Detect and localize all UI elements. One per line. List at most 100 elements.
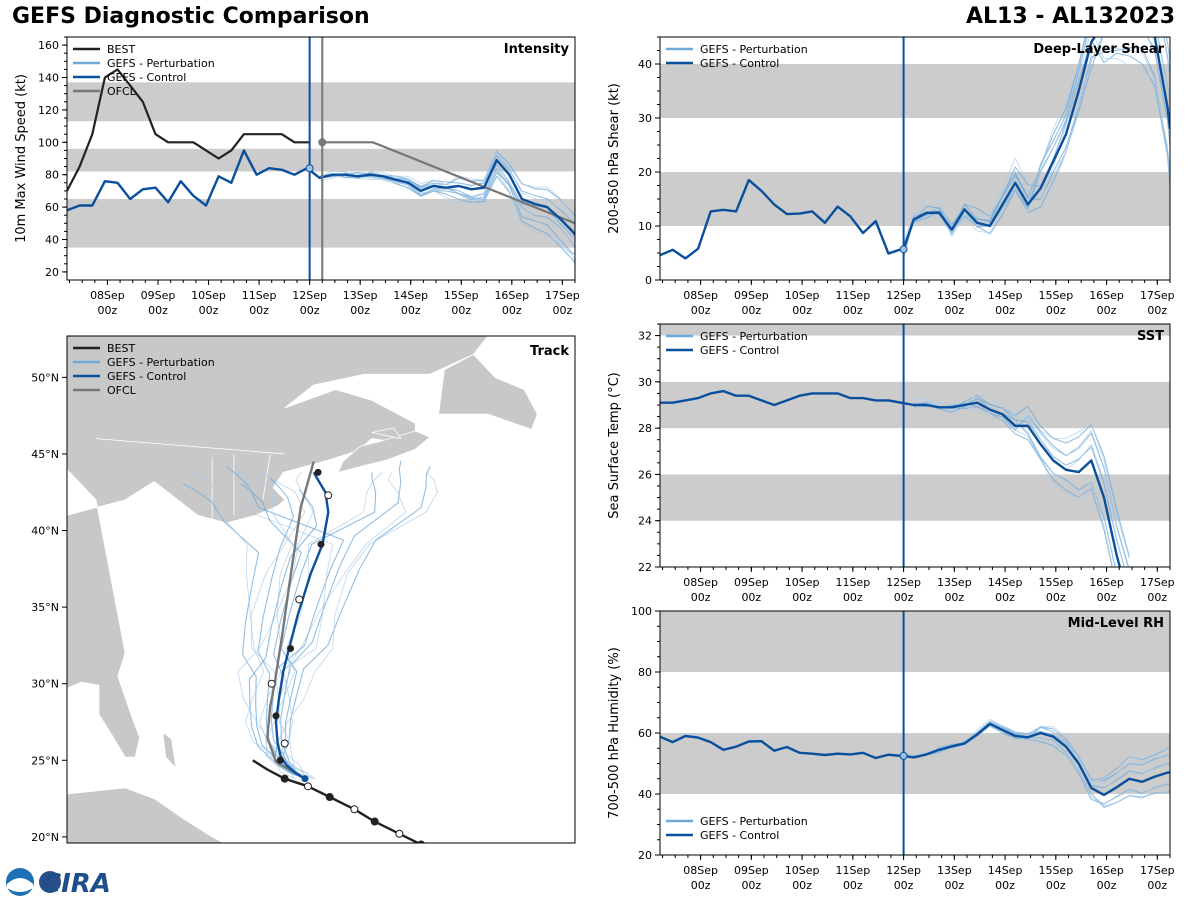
sst-perturbation-member-b1 [913, 401, 1113, 567]
track-perturbation-member-b2 [250, 471, 316, 780]
shear-xtick-hour: 00z [792, 304, 812, 317]
rh-xtick-date: 08Sep [683, 864, 718, 877]
state-border-0 [124, 499, 140, 654]
intensity-ytick-label: 140 [38, 72, 59, 85]
sst-perturbation-member-b4 [913, 401, 1125, 567]
sst-xtick-hour: 00z [944, 591, 964, 604]
track-legend-label: BEST [107, 342, 135, 355]
track-perturbation-member-0 [182, 483, 306, 780]
sst-ytick-label: 22 [638, 561, 652, 574]
track-forecast-point [314, 468, 322, 476]
rh-xtick-date: 13Sep [937, 864, 972, 877]
shear-ytick-label: 20 [638, 166, 652, 179]
track-best-point [417, 840, 425, 843]
sst-xtick-hour: 00z [741, 591, 761, 604]
intensity-ylabel: 10m Max Wind Speed (kt) [14, 74, 29, 243]
intensity-best-line [67, 68, 310, 192]
intensity-band-0 [67, 199, 575, 248]
intensity-control-line [67, 149, 575, 236]
rh-band-1 [660, 611, 1170, 672]
shear-xtick-date: 13Sep [937, 289, 972, 302]
intensity-xtick-date: 16Sep [494, 289, 529, 302]
shear-xtick-date: 08Sep [683, 289, 718, 302]
rh-xtick-date: 16Sep [1089, 864, 1124, 877]
track-legend-label: OFCL [107, 384, 137, 397]
intensity-ytick-label: 20 [45, 266, 59, 279]
sst-perturbation-member-b0 [913, 393, 1130, 559]
rh-xtick-date: 15Sep [1038, 864, 1073, 877]
shear-xtick-date: 09Sep [734, 289, 769, 302]
page-title: GEFS Diagnostic Comparison [12, 4, 370, 29]
shear-xtick-date: 16Sep [1089, 289, 1124, 302]
intensity-band-1 [67, 148, 575, 172]
landmass-newfoundland [438, 353, 538, 430]
sst-xtick-hour: 00z [792, 591, 812, 604]
track-best-point [325, 793, 334, 802]
track-best-point [370, 817, 379, 826]
track-ytick-label: 45°N [31, 448, 59, 461]
track-perturbation-member-3 [280, 460, 402, 780]
sst-control-line [660, 389, 1122, 567]
sst-frame [659, 323, 1171, 568]
track-panel: 20°N25°N30°N35°N40°N45°N50°NTrackBESTGEF… [31, 335, 576, 844]
intensity-plot-area [67, 68, 575, 265]
noaa-seal-wave-icon [7, 878, 33, 892]
shear-panel: 0 10 20 30 40 08Sep 00z 09Sep 00z 10Sep 00z 11Sep 00… [607, 36, 1175, 317]
track-forecast-open-point [267, 679, 276, 688]
sst-legend-label: GEFS - Perturbation [700, 330, 808, 343]
intensity-xtick-date: 13Sep [343, 289, 378, 302]
shear-xtick-hour: 00z [843, 304, 863, 317]
sst-xtick-hour: 00z [1097, 591, 1117, 604]
track-forecast-point [272, 712, 280, 720]
intensity-xtick-date: 11Sep [242, 289, 277, 302]
shear-perturbation-member-b1 [903, 37, 1170, 256]
track-forecast-point [317, 540, 325, 548]
intensity-ytick-label: 80 [45, 169, 59, 182]
sst-xtick-hour: 00z [843, 591, 863, 604]
shear-xtick-date: 17Sep [1140, 289, 1175, 302]
landmass-pei [371, 427, 402, 440]
shear-xtick-hour: 00z [1147, 304, 1167, 317]
rh-xtick-date: 12Sep [886, 864, 921, 877]
storm-id-title: AL13 - AL132023 [966, 4, 1175, 29]
rh-ytick-label: 80 [638, 666, 652, 679]
sst-xtick-hour: 00z [1147, 591, 1167, 604]
sst-ytick-label: 28 [638, 422, 652, 435]
sst-ytick-label: 32 [638, 330, 652, 343]
sst-xtick-date: 15Sep [1038, 576, 1073, 589]
rh-xtick-date: 09Sep [734, 864, 769, 877]
cira-logo-text: CIRA [42, 869, 111, 899]
shear-xtick-hour: 00z [944, 304, 964, 317]
intensity-xtick-hour: 00z [451, 304, 471, 317]
intensity-xtick-hour: 00z [148, 304, 168, 317]
rh-xtick-date: 11Sep [835, 864, 870, 877]
shear-ytick-label: 30 [638, 112, 652, 125]
state-border-4 [262, 453, 271, 500]
intensity-xtick-date: 14Sep [393, 289, 428, 302]
track-best-point [303, 782, 312, 791]
sst-xtick-date: 10Sep [785, 576, 820, 589]
intensity-xtick-hour: 00z [249, 304, 269, 317]
shear-ytick-label: 40 [638, 58, 652, 71]
intensity-perturbation-member-b2 [319, 170, 575, 262]
track-title: Track [530, 344, 569, 359]
rh-xtick-hour: 00z [741, 879, 761, 892]
landmass-cuba [67, 787, 224, 843]
sst-xtick-date: 08Sep [683, 576, 718, 589]
track-forecast-open-point [295, 595, 304, 604]
rh-plot-area [660, 611, 1170, 808]
rh-xtick-date: 10Sep [785, 864, 820, 877]
intensity-control-marker [305, 164, 314, 173]
sst-xtick-hour: 00z [1046, 591, 1066, 604]
intensity-ytick-label: 160 [38, 39, 59, 52]
track-best-point [350, 805, 359, 814]
rh-panel: 20 40 60 80 100 08Sep 00z 09Sep 00z 10Sep 00z 11Sep… [607, 605, 1175, 892]
intensity-xtick-hour: 00z [552, 304, 572, 317]
track-perturbation-member-1 [282, 466, 431, 780]
intensity-xtick-date: 12Sep [292, 289, 327, 302]
track-forecast-point [276, 756, 284, 764]
track-frame [66, 335, 576, 844]
intensity-xtick-date: 10Sep [191, 289, 226, 302]
track-legend-label: GEFS - Perturbation [107, 356, 215, 369]
